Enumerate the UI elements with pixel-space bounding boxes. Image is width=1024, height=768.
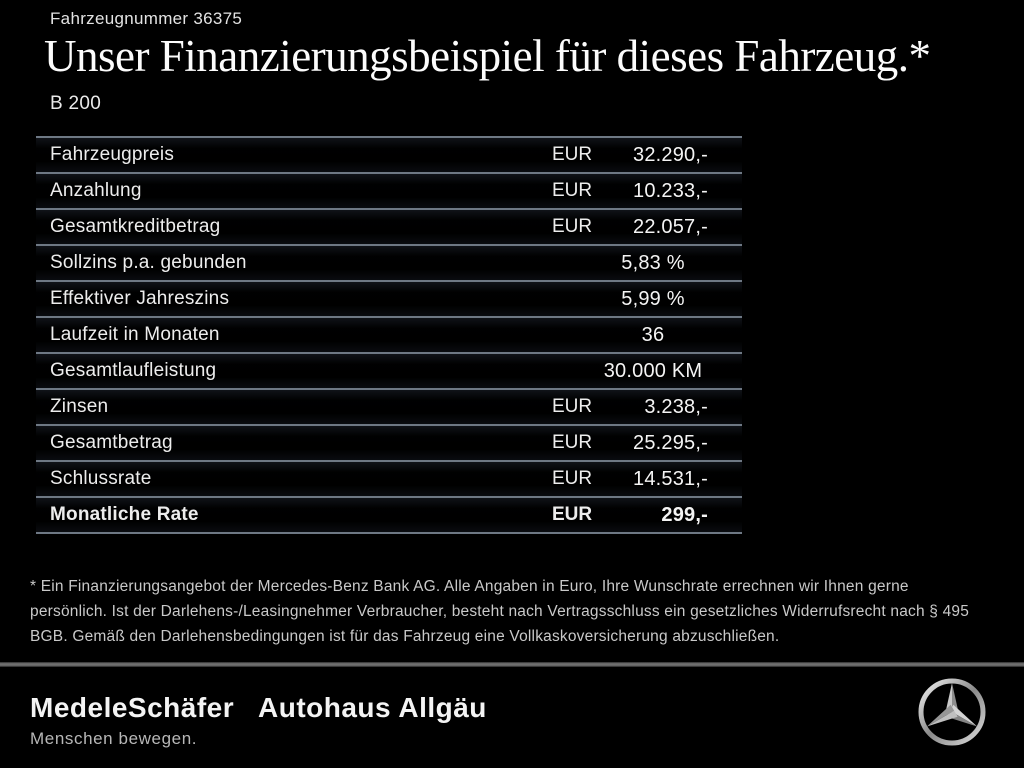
table-row-gesamtlaufleistung: Gesamtlaufleistung 30.000 KM (36, 354, 742, 390)
table-row-effektiver-jahreszins: Effektiver Jahreszins 5,99 % (36, 282, 742, 318)
table-row-schlussrate: Schlussrate EUR 14.531,- (36, 462, 742, 498)
table-row-monatliche-rate: Monatliche Rate EUR 299,- (36, 498, 742, 534)
table-row-fahrzeugpreis: Fahrzeugpreis EUR 32.290,- (36, 138, 742, 174)
legal-footnote: * Ein Finanzierungsangebot der Mercedes-… (30, 578, 970, 645)
currency-label: EUR (552, 396, 593, 417)
model-name: B 200 (50, 93, 102, 114)
mercedes-star-icon (918, 678, 986, 746)
financing-table: Fahrzeugpreis EUR 32.290,- Anzahlung EUR… (36, 136, 742, 534)
row-value: 30.000 KM (603, 359, 703, 382)
table-row-zinsen: Zinsen EUR 3.238,- (36, 390, 742, 426)
currency-label: EUR (552, 216, 593, 237)
currency-label: EUR (552, 504, 593, 525)
table-row-gesamtbetrag: Gesamtbetrag EUR 25.295,- (36, 426, 742, 462)
row-value: 22.057,- (633, 215, 708, 238)
table-row-gesamtkreditbetrag: Gesamtkreditbetrag EUR 22.057,- (36, 210, 742, 246)
currency-label: EUR (552, 180, 593, 201)
dealer-tagline: Menschen bewegen. (30, 729, 198, 748)
footer-divider (0, 662, 1024, 667)
table-row-sollzins: Sollzins p.a. gebunden 5,83 % (36, 246, 742, 282)
row-value: 3.238,- (644, 395, 708, 418)
row-value: 36 (641, 323, 665, 346)
row-label: Gesamtlaufleistung (50, 360, 217, 381)
row-value: 5,83 % (621, 251, 685, 274)
row-label: Fahrzeugpreis (50, 144, 175, 165)
dealer-logo-autohaus-allgaeu: Autohaus Allgäu (258, 692, 487, 723)
row-label: Gesamtkreditbetrag (50, 216, 221, 237)
table-row-laufzeit: Laufzeit in Monaten 36 (36, 318, 742, 354)
page-title: Unser Finanzierungsbeispiel für dieses F… (44, 31, 931, 81)
row-value: 10.233,- (633, 179, 708, 202)
row-value: 14.531,- (633, 467, 708, 490)
dealer-logo-medele-schaefer: MedeleSchäfer (30, 692, 235, 723)
row-value: 32.290,- (633, 143, 708, 166)
row-label: Effektiver Jahreszins (50, 288, 230, 309)
currency-label: EUR (552, 468, 593, 489)
row-label: Schlussrate (50, 468, 152, 489)
row-value: 299,- (661, 503, 708, 526)
table-row-anzahlung: Anzahlung EUR 10.233,- (36, 174, 742, 210)
row-label: Anzahlung (50, 180, 142, 201)
vehicle-number: Fahrzeugnummer 36375 (50, 9, 243, 28)
currency-label: EUR (552, 144, 593, 165)
row-label: Sollzins p.a. gebunden (50, 252, 247, 273)
row-value: 25.295,- (633, 431, 708, 454)
currency-label: EUR (552, 432, 593, 453)
row-label: Zinsen (50, 396, 109, 417)
row-label: Monatliche Rate (50, 504, 199, 525)
row-value: 5,99 % (621, 287, 685, 310)
row-label: Gesamtbetrag (50, 432, 173, 453)
row-label: Laufzeit in Monaten (50, 324, 220, 345)
